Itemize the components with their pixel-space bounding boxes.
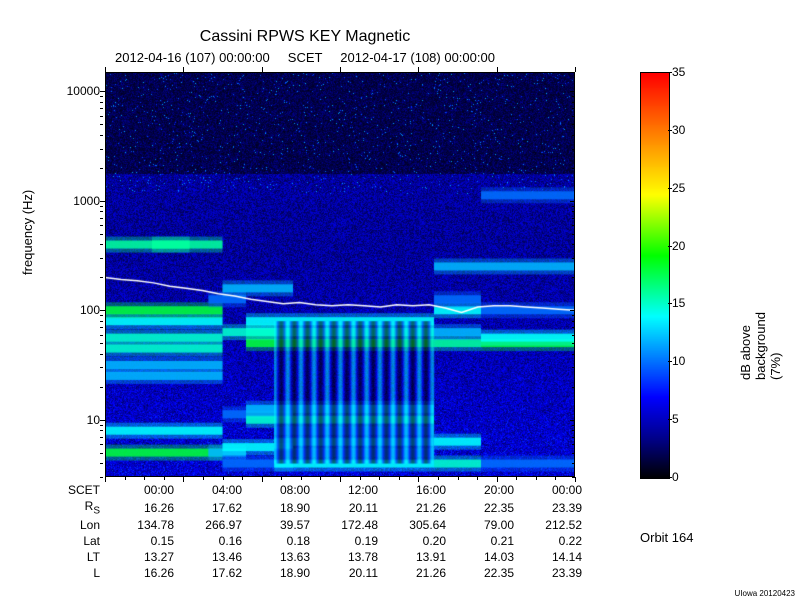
xaxis-cell: 08:00 <box>242 482 310 498</box>
xaxis-cell: 16.26 <box>106 498 174 517</box>
xaxis-cell: 22.35 <box>446 565 514 581</box>
xaxis-cell: 0.20 <box>378 533 446 549</box>
xaxis-cell: 79.00 <box>446 517 514 533</box>
y-tick-label: 10 <box>50 413 100 427</box>
xaxis-row-label: SCET <box>60 482 106 498</box>
xaxis-cell: 39.57 <box>242 517 310 533</box>
chart-subtitle: 2012-04-16 (107) 00:00:00 SCET 2012-04-1… <box>0 50 610 65</box>
y-axis-label: frequency (Hz) <box>20 190 35 275</box>
xaxis-cell: 14.14 <box>514 549 582 565</box>
xaxis-cell: 17.62 <box>174 565 242 581</box>
xaxis-cell: 305.64 <box>378 517 446 533</box>
spectrogram-plot <box>105 72 575 477</box>
xaxis-cell: 23.39 <box>514 565 582 581</box>
xaxis-cell: 21.26 <box>378 498 446 517</box>
xaxis-cell: 172.48 <box>310 517 378 533</box>
xaxis-cell: 20:00 <box>446 482 514 498</box>
xaxis-cell: 0.18 <box>242 533 310 549</box>
subtitle-left: 2012-04-16 (107) 00:00:00 <box>115 50 270 65</box>
xaxis-cell: 22.35 <box>446 498 514 517</box>
xaxis-row-label: RS <box>60 498 106 517</box>
xaxis-cell: 13.91 <box>378 549 446 565</box>
colorbar-tick: 25 <box>672 181 685 195</box>
xaxis-cell: 23.39 <box>514 498 582 517</box>
y-tick-label: 100 <box>50 303 100 317</box>
xaxis-cell: 0.15 <box>106 533 174 549</box>
xaxis-cell: 17.62 <box>174 498 242 517</box>
xaxis-cell: 16.26 <box>106 565 174 581</box>
xaxis-cell: 00:00 <box>106 482 174 498</box>
xaxis-row-label: Lat <box>60 533 106 549</box>
colorbar-tick: 10 <box>672 354 685 368</box>
xaxis-cell: 0.16 <box>174 533 242 549</box>
colorbar-canvas <box>640 72 670 479</box>
xaxis-cell: 18.90 <box>242 565 310 581</box>
xaxis-cell: 12:00 <box>310 482 378 498</box>
xaxis-cell: 266.97 <box>174 517 242 533</box>
colorbar-tick: 15 <box>672 296 685 310</box>
xaxis-row-label: Lon <box>60 517 106 533</box>
y-tick-label: 10000 <box>50 84 100 98</box>
spectrogram-canvas <box>105 72 575 477</box>
xaxis-cell: 14.03 <box>446 549 514 565</box>
xaxis-row-label: L <box>60 565 106 581</box>
xaxis-cell: 16:00 <box>378 482 446 498</box>
xaxis-cell: 134.78 <box>106 517 174 533</box>
orbit-label: Orbit 164 <box>640 530 693 545</box>
colorbar-label: dB above background (7%) <box>738 312 783 380</box>
xaxis-cell: 0.21 <box>446 533 514 549</box>
xaxis-cell: 212.52 <box>514 517 582 533</box>
colorbar-tick: 30 <box>672 123 685 137</box>
xaxis-cell: 04:00 <box>174 482 242 498</box>
xaxis-row-label: LT <box>60 549 106 565</box>
colorbar-tick: 20 <box>672 239 685 253</box>
xaxis-cell: 13.46 <box>174 549 242 565</box>
colorbar-tick: 35 <box>672 65 685 79</box>
xaxis-cell: 20.11 <box>310 498 378 517</box>
xaxis-cell: 20.11 <box>310 565 378 581</box>
subtitle-right: 2012-04-17 (108) 00:00:00 <box>340 50 495 65</box>
xaxis-cell: 13.63 <box>242 549 310 565</box>
xaxis-cell: 13.27 <box>106 549 174 565</box>
colorbar <box>640 72 668 477</box>
xaxis-cell: 21.26 <box>378 565 446 581</box>
colorbar-tick: 5 <box>672 412 679 426</box>
colorbar-tick: 0 <box>672 470 679 484</box>
xaxis-cell: 00:00 <box>514 482 582 498</box>
xaxis-cell: 18.90 <box>242 498 310 517</box>
subtitle-center: SCET <box>288 50 322 65</box>
footer-text: UIowa 20120423 <box>735 589 796 598</box>
chart-container: Cassini RPWS KEY Magnetic 2012-04-16 (10… <box>0 0 800 600</box>
x-axis-table: SCET00:0004:0008:0012:0016:0020:0000:00R… <box>60 482 582 581</box>
xaxis-cell: 0.22 <box>514 533 582 549</box>
y-tick-label: 1000 <box>50 194 100 208</box>
xaxis-cell: 13.78 <box>310 549 378 565</box>
xaxis-cell: 0.19 <box>310 533 378 549</box>
chart-title: Cassini RPWS KEY Magnetic <box>0 28 610 46</box>
